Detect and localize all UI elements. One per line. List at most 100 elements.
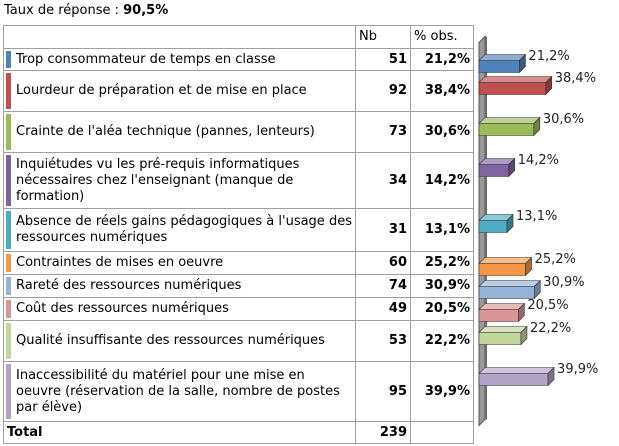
color-strip — [6, 114, 11, 150]
bar-top — [478, 280, 542, 287]
row: Trop consommateur de temps en classe 51 21… — [3, 48, 474, 71]
percent: 30,6% — [410, 111, 474, 153]
bar-label: 14,2% — [518, 153, 559, 168]
bar-label: 30,6% — [543, 112, 584, 127]
count: 49 — [355, 297, 411, 321]
bar-top — [478, 303, 526, 310]
category-label: Coût des ressources numériques — [16, 301, 229, 316]
bar-front — [478, 123, 535, 136]
column-header: % obs. — [410, 25, 474, 49]
bar — [478, 279, 542, 300]
category-cell: Inaccessibilité du matériel pour une mis… — [3, 361, 356, 422]
empty-cell — [410, 421, 474, 444]
bar — [478, 325, 528, 346]
bar — [478, 53, 527, 74]
row: Coût des ressources numériques 49 20,5% — [3, 297, 474, 321]
bar-front — [478, 263, 526, 276]
category-cell: Contraintes de mises en oeuvre — [3, 251, 356, 275]
bar-side — [506, 213, 514, 234]
bar — [478, 213, 514, 234]
category-cell: Crainte de l'aléa technique (pannes, len… — [3, 111, 356, 153]
row: Lourdeur de préparation et de mise en pl… — [3, 70, 474, 112]
bar-label: 22,2% — [530, 321, 571, 336]
color-strip — [6, 155, 11, 206]
bar-front — [478, 220, 508, 233]
color-strip — [6, 211, 11, 249]
bar-front — [478, 332, 522, 345]
header-row: Nb% obs. — [3, 25, 474, 49]
bar-label: 13,1% — [516, 209, 557, 224]
bar-front — [478, 309, 519, 322]
color-strip — [6, 300, 11, 318]
color-strip — [6, 254, 11, 272]
bar-top — [478, 54, 527, 61]
bar-side — [547, 366, 555, 387]
color-strip — [6, 277, 11, 295]
bar-label: 30,9% — [543, 275, 584, 290]
row: Inquiétudes vu les pré-requis informatiq… — [3, 152, 474, 209]
bar — [478, 256, 533, 277]
bar — [478, 75, 553, 96]
row: Qualité insuffisante des ressources numé… — [3, 320, 474, 362]
bar-label: 25,2% — [535, 252, 576, 267]
rate-label: Taux de réponse : — [4, 3, 119, 18]
bar — [478, 157, 516, 178]
category-label: Qualité insuffisante des ressources numé… — [16, 333, 325, 348]
bar-front — [478, 82, 547, 95]
bar-top — [478, 367, 555, 374]
row: Absence de réels gains pédagogiques à l'… — [3, 208, 474, 252]
rows: Trop consommateur de temps en classe 51 21… — [3, 48, 474, 444]
color-strip — [6, 51, 11, 68]
total-row: Total 239 — [3, 421, 474, 444]
bar — [478, 302, 526, 323]
bar — [478, 116, 541, 137]
category-cell: Absence de réels gains pédagogiques à l'… — [3, 208, 356, 252]
category-label: Trop consommateur de temps en classe — [16, 51, 276, 67]
percent: 39,9% — [410, 361, 474, 422]
percent: 30,9% — [410, 274, 474, 298]
bar-label: 21,2% — [528, 49, 569, 64]
category-cell: Coût des ressources numériques — [3, 297, 356, 321]
category-label: Lourdeur de préparation et de mise en pl… — [16, 83, 307, 98]
row: Inaccessibilité du matériel pour une mis… — [3, 361, 474, 422]
bar-side — [533, 279, 541, 300]
bar-top — [478, 76, 553, 83]
bar-front — [478, 373, 549, 386]
bar-front — [478, 164, 510, 177]
count: 51 — [355, 48, 411, 71]
bar-side — [520, 325, 528, 346]
bar-top — [478, 326, 528, 333]
category-label: Crainte de l'aléa technique (pannes, len… — [16, 124, 315, 139]
results-table: Nb% obs. Trop consommateur de temps en c… — [3, 25, 474, 444]
color-strip — [6, 323, 11, 359]
bar-side — [525, 256, 532, 277]
percent: 13,1% — [410, 208, 474, 252]
bar-label: 20,5% — [527, 298, 568, 313]
percent: 22,2% — [410, 320, 474, 362]
color-strip — [6, 73, 11, 109]
category-cell: Inquiétudes vu les pré-requis informatiq… — [3, 152, 356, 209]
bar-side — [519, 53, 526, 74]
total-value: 239 — [355, 421, 411, 444]
count: 31 — [355, 208, 411, 252]
category-cell: Lourdeur de préparation et de mise en pl… — [3, 70, 356, 112]
response-rate: Taux de réponse : 90,5% — [4, 3, 168, 18]
category-label: Contraintes de mises en oeuvre — [16, 255, 224, 270]
bar-label: 39,9% — [557, 362, 598, 377]
color-strip — [6, 364, 11, 419]
count: 34 — [355, 152, 411, 209]
bar-top — [478, 257, 533, 264]
category-cell: Trop consommateur de temps en classe — [3, 48, 356, 71]
bar-side — [518, 302, 525, 323]
bar — [478, 366, 555, 387]
bar-front — [478, 286, 535, 299]
bar-label: 38,4% — [555, 71, 596, 86]
rate-value: 90,5% — [123, 3, 169, 18]
bar-side — [508, 157, 516, 178]
row: Crainte de l'aléa technique (pannes, len… — [3, 111, 474, 153]
bar-top — [478, 117, 541, 124]
category-label: Inquiétudes vu les pré-requis informatiq… — [16, 156, 300, 204]
category-label: Inaccessibilité du matériel pour une mis… — [16, 367, 340, 415]
